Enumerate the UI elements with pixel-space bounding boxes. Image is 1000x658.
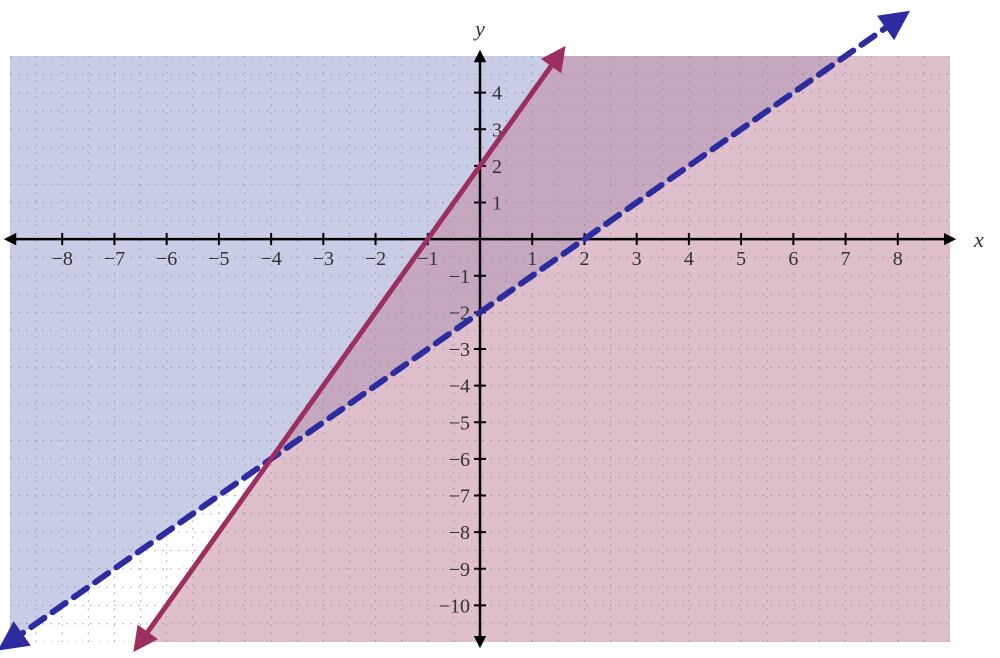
y-tick-label: 2 bbox=[492, 156, 502, 178]
x-tick-label: −8 bbox=[52, 248, 73, 270]
chart-container: −8 −7 −6 −5 −4 −3 −2 −1 1 2 3 4 5 6 7 8 −10 −9 −8 −7 −6 −5 −4 −… bbox=[0, 0, 1000, 658]
y-tick-label: 4 bbox=[492, 83, 502, 105]
inequality-chart: −8 −7 −6 −5 −4 −3 −2 −1 1 2 3 4 5 6 7 8 −10 −9 −8 −7 −6 −5 −4 −… bbox=[0, 0, 1000, 658]
y-tick-label: 1 bbox=[492, 193, 502, 215]
x-tick-label: −2 bbox=[365, 248, 386, 270]
x-tick-label: 7 bbox=[841, 248, 851, 270]
y-axis-label: y bbox=[473, 16, 485, 41]
y-tick-label: −4 bbox=[449, 376, 470, 398]
x-tick-label: 2 bbox=[579, 248, 589, 270]
y-tick-label: −1 bbox=[449, 266, 470, 288]
x-tick-label: −5 bbox=[208, 248, 229, 270]
x-tick-label: 5 bbox=[736, 248, 746, 270]
x-tick-label: 1 bbox=[527, 248, 537, 270]
x-tick-label: 8 bbox=[893, 248, 903, 270]
x-tick-label: 6 bbox=[788, 248, 798, 270]
x-tick-label: −6 bbox=[156, 248, 177, 270]
x-tick-label: −3 bbox=[313, 248, 334, 270]
y-tick-label: −10 bbox=[439, 595, 470, 617]
y-tick-label: −5 bbox=[449, 412, 470, 434]
x-tick-label: −7 bbox=[104, 248, 125, 270]
y-tick-label: −7 bbox=[449, 486, 470, 508]
x-axis-label: x bbox=[973, 227, 984, 252]
y-tick-label: −3 bbox=[449, 339, 470, 361]
y-tick-label: −8 bbox=[449, 522, 470, 544]
x-tick-label: 3 bbox=[632, 248, 642, 270]
x-tick-label: 4 bbox=[684, 248, 694, 270]
y-tick-label: −9 bbox=[449, 559, 470, 581]
y-tick-label: −6 bbox=[449, 449, 470, 471]
x-tick-label: −4 bbox=[260, 248, 281, 270]
